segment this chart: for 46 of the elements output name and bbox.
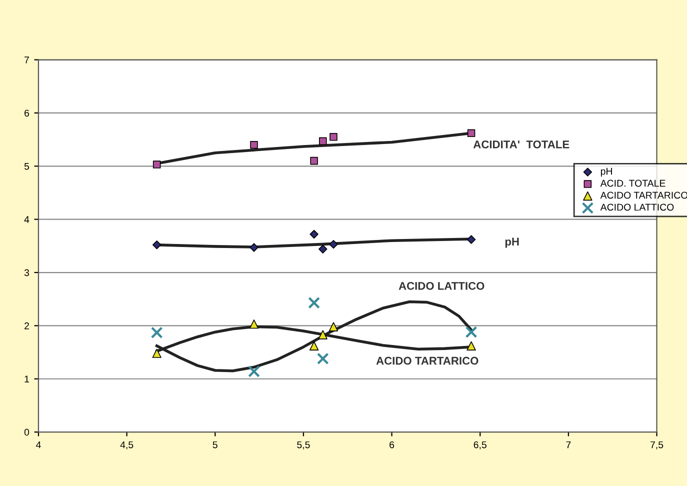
annotation: ACIDO LATTICO bbox=[398, 282, 484, 290]
point bbox=[309, 341, 319, 350]
point bbox=[150, 326, 163, 339]
y-tick-label: 0 bbox=[24, 428, 30, 436]
point bbox=[152, 160, 161, 168]
point bbox=[248, 365, 260, 378]
annotation: ACIDITA' TOTALE bbox=[473, 140, 570, 148]
point bbox=[467, 129, 476, 138]
point bbox=[250, 243, 258, 252]
point bbox=[319, 137, 327, 146]
point bbox=[152, 240, 162, 250]
point bbox=[308, 296, 320, 309]
y-tick-label: 1 bbox=[24, 376, 29, 382]
y-tick-label: 5 bbox=[24, 162, 30, 170]
x-tick-label: 4,5 bbox=[120, 441, 134, 450]
y-tick-label: 4 bbox=[24, 216, 30, 223]
y-tick-label: 6 bbox=[24, 110, 30, 117]
y-tick-label: 3 bbox=[24, 269, 30, 276]
legend-label: ACID. TOTALE bbox=[600, 180, 666, 187]
x-tick-label: 7,5 bbox=[650, 441, 664, 450]
annotation: ACIDO TARTARICO bbox=[376, 356, 478, 365]
legend-label: pH bbox=[600, 168, 612, 177]
legend-label: ACIDO LATTICO bbox=[600, 204, 674, 211]
point bbox=[310, 156, 318, 165]
y-tick-label: 7 bbox=[24, 56, 29, 64]
point bbox=[318, 330, 328, 340]
point bbox=[466, 341, 476, 350]
y-tick-label: 2 bbox=[24, 322, 29, 330]
annotation: pH bbox=[505, 238, 519, 248]
point bbox=[465, 326, 478, 338]
x-tick-label: 5 bbox=[212, 441, 218, 448]
x-tick-label: 6 bbox=[390, 441, 394, 448]
point bbox=[316, 352, 329, 365]
x-tick-label: 4 bbox=[36, 441, 41, 448]
point bbox=[152, 348, 162, 358]
point bbox=[249, 320, 259, 329]
x-tick-label: 5,5 bbox=[297, 441, 310, 450]
point bbox=[310, 230, 318, 239]
point bbox=[330, 133, 338, 141]
x-tick-label: 6,5 bbox=[474, 441, 486, 450]
x-tick-label: 7 bbox=[566, 441, 571, 448]
point bbox=[318, 244, 328, 254]
point bbox=[250, 140, 258, 149]
point bbox=[329, 240, 338, 249]
point bbox=[328, 322, 338, 332]
point bbox=[466, 235, 476, 244]
